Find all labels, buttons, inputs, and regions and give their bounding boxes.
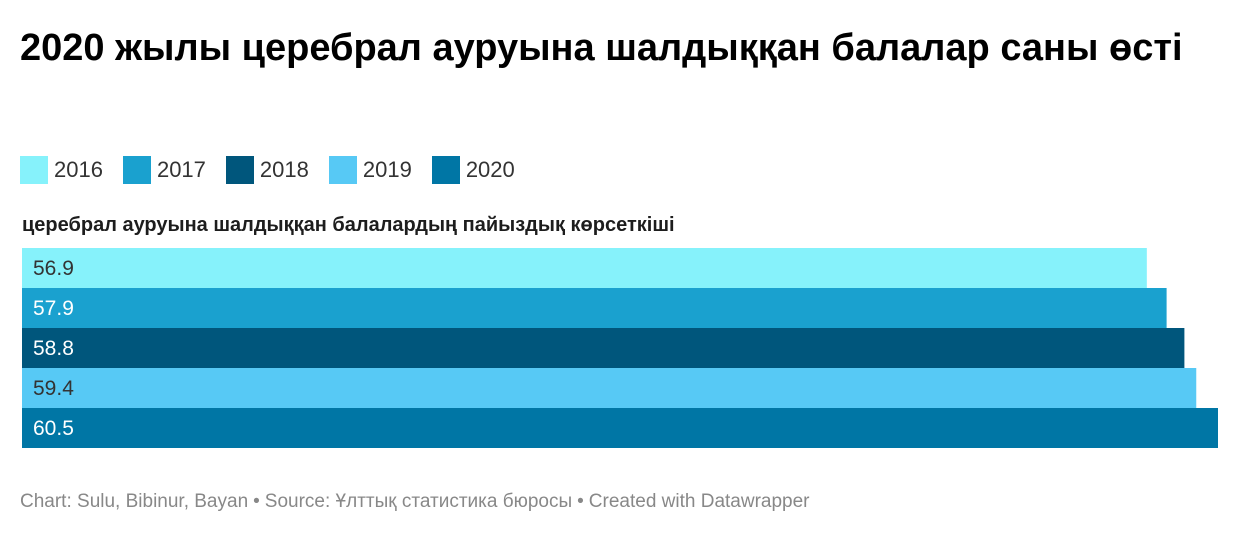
legend-label: 2017: [156, 157, 206, 182]
bar-value-label-2017: 57.9: [33, 297, 74, 320]
bar-2020: [22, 408, 1218, 448]
legend-swatch: [328, 156, 357, 184]
bar-2018: [22, 328, 1185, 368]
bar-value-label-2019: 59.4: [33, 377, 74, 400]
legend-item-2018: 2018: [225, 156, 309, 184]
legend-item-2016: 2016: [20, 156, 103, 184]
legend-item-2017: 2017: [122, 156, 206, 184]
footer-separator: •: [253, 491, 260, 512]
legend-swatch: [431, 156, 460, 184]
chart-credit: Chart: Sulu, Bibinur, Bayan: [20, 491, 249, 512]
chart-footer: Chart: Sulu, Bibinur, Bayan • Source: Ұлтт…: [20, 491, 810, 513]
bar-value-label-2016: 56.9: [33, 257, 74, 280]
row-label: церебрал ауруына шалдыққан балалардың па…: [22, 214, 675, 236]
bar-value-label-2020: 60.5: [33, 417, 74, 440]
chart-title: 2020 жылы церебрал ауруына шалдыққан бал…: [20, 27, 1183, 69]
legend-label: 2019: [362, 157, 412, 182]
footer-separator: •: [577, 491, 584, 512]
legend-swatch: [122, 156, 151, 184]
legend-swatch: [20, 156, 48, 184]
legend: 2016 2017 2018 2019 2020: [20, 156, 535, 184]
legend-label: 2016: [54, 157, 103, 182]
legend-swatch: [225, 156, 254, 184]
legend-label: 2018: [259, 157, 309, 182]
created-with-text: Created with Datawrapper: [588, 491, 810, 512]
source-text: Source: Ұлттық статистика бюросы: [264, 491, 573, 512]
legend-label: 2020: [465, 157, 515, 182]
bar-value-label-2018: 58.8: [33, 337, 74, 360]
bar-2019: [22, 368, 1197, 408]
legend-item-2020: 2020: [431, 156, 515, 184]
bar-2017: [22, 288, 1167, 328]
bar-2016: [22, 248, 1147, 288]
legend-item-2019: 2019: [328, 156, 412, 184]
